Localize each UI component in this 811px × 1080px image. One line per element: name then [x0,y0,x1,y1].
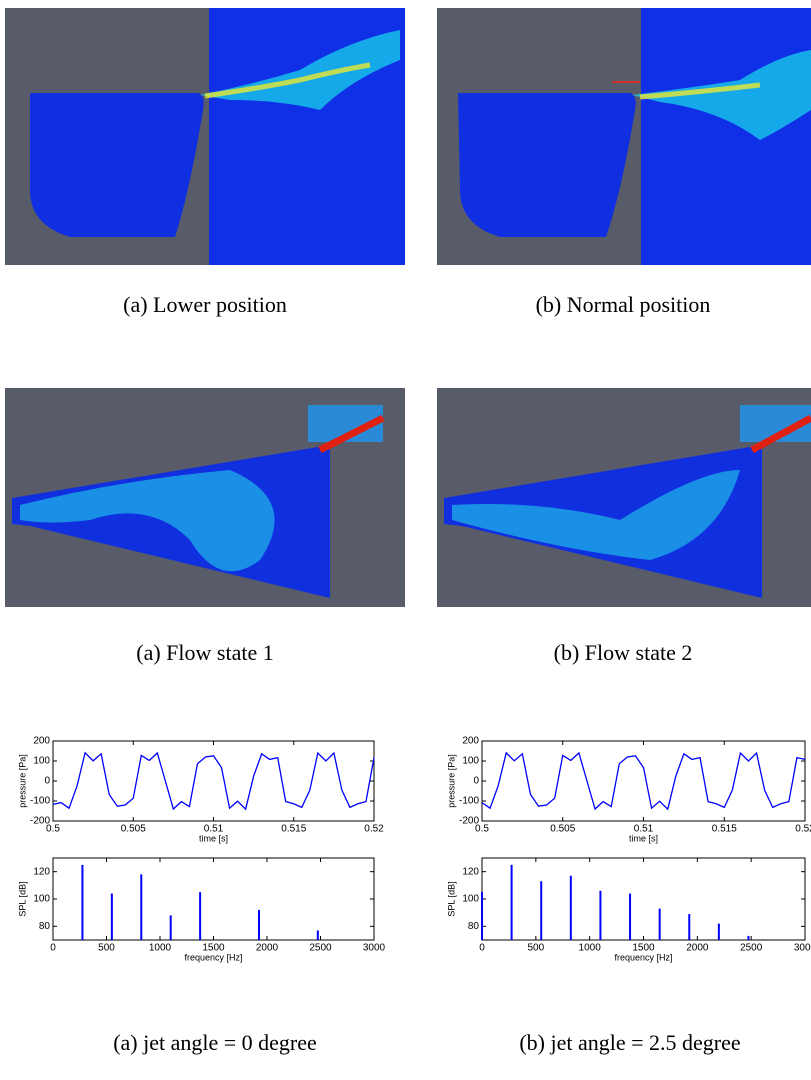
caption: (b) Flow state 2 [554,640,693,665]
x-tick-label: 1000 [579,943,602,954]
plot-area [52,857,375,941]
y-tick-label: 0 [44,776,50,787]
simulation-image [437,8,811,265]
x-axis-label: frequency [Hz] [614,952,672,962]
y-tick-label: 100 [33,756,50,767]
simulation-image [5,8,405,265]
data-line [52,751,375,811]
x-tick-label: 0.505 [550,824,575,835]
x-tick-label: 500 [527,943,544,954]
x-tick-label: 1500 [202,943,225,954]
x-tick-label: 2000 [686,943,709,954]
x-tick-label: 0.505 [121,824,146,835]
y-tick-label: 200 [33,736,50,747]
y-tick-label: -200 [459,816,479,827]
caption: (b) jet angle = 2.5 degree [519,1030,740,1055]
x-tick-label: 2500 [740,943,763,954]
simulation-image [5,388,405,607]
plot-area [481,857,806,941]
y-axis-label: pressure [Pa] [446,754,456,808]
x-tick-label: 0.51 [204,824,224,835]
caption: (a) Flow state 1 [136,640,273,665]
x-tick-label: 0.52 [795,824,811,835]
y-tick-label: 100 [33,894,50,905]
y-tick-label: 100 [462,756,479,767]
x-tick-label: 1000 [149,943,172,954]
simulation-image [437,388,811,607]
y-axis-label: pressure [Pa] [17,754,27,808]
x-axis-label: time [s] [199,833,228,843]
y-tick-label: 120 [33,866,50,877]
y-tick-label: -100 [30,796,50,807]
caption: (b) Normal position [536,292,711,317]
y-tick-label: 120 [462,866,479,877]
x-tick-label: 2500 [309,943,332,954]
x-tick-label: 1500 [632,943,655,954]
plot-area [481,740,806,822]
y-tick-label: -200 [30,816,50,827]
x-tick-label: 0.5 [46,824,60,835]
y-tick-label: 200 [462,736,479,747]
x-tick-label: 3000 [794,943,811,954]
x-tick-label: 0.515 [281,824,306,835]
y-tick-label: 100 [462,894,479,905]
x-tick-label: 0.5 [475,824,489,835]
x-tick-label: 0 [479,943,485,954]
x-tick-label: 0.51 [634,824,654,835]
x-tick-label: 0 [50,943,56,954]
y-tick-label: 80 [39,921,51,932]
x-tick-label: 0.52 [364,824,384,835]
x-tick-label: 500 [98,943,115,954]
caption: (a) Lower position [123,292,287,317]
caption: (a) jet angle = 0 degree [113,1030,317,1055]
y-axis-label: SPL [dB] [446,881,456,916]
y-tick-label: 80 [468,921,480,932]
data-line [481,751,806,811]
x-tick-label: 2000 [256,943,279,954]
y-tick-label: 0 [473,776,479,787]
x-tick-label: 0.515 [712,824,737,835]
y-tick-label: -100 [459,796,479,807]
x-axis-label: time [s] [629,833,658,843]
y-axis-label: SPL [dB] [17,881,27,916]
x-tick-label: 3000 [363,943,386,954]
x-axis-label: frequency [Hz] [184,952,242,962]
